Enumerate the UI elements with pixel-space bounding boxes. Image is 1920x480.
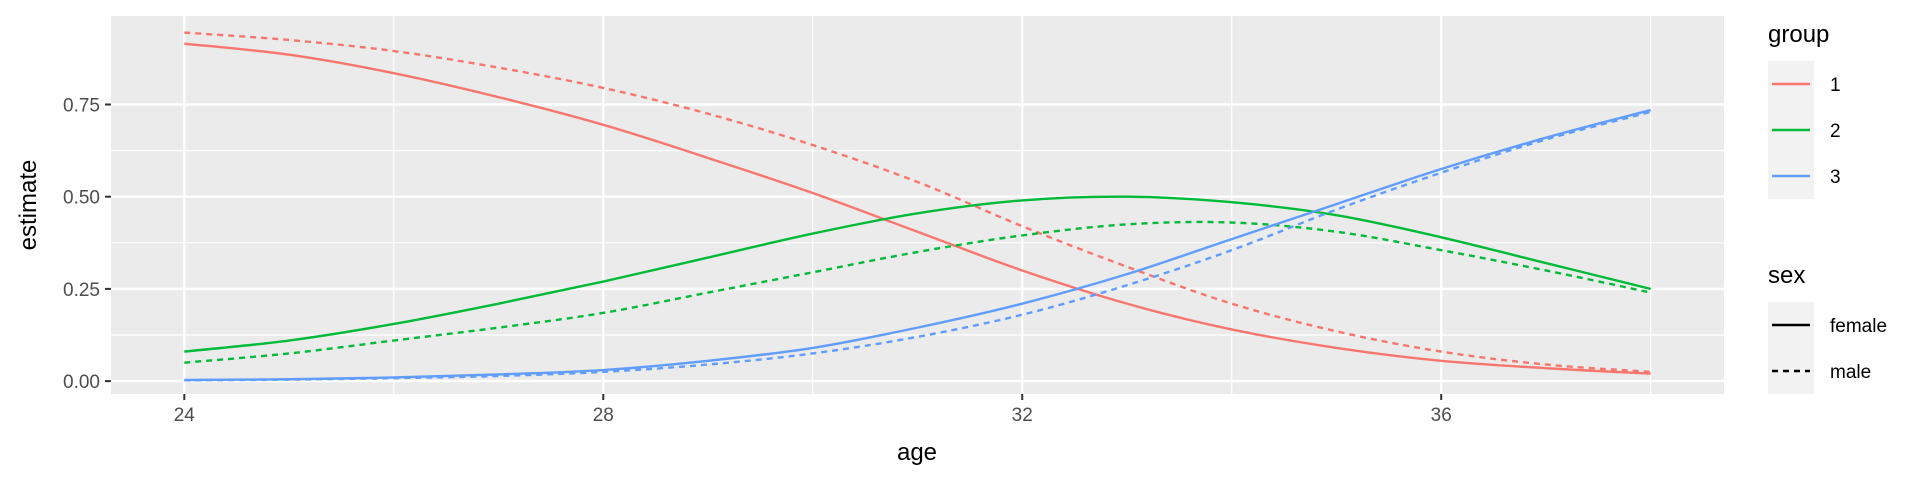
y-tick-label: 0.75 bbox=[63, 96, 100, 117]
legend-label-sex: male bbox=[1830, 362, 1871, 383]
x-tick-label: 36 bbox=[1431, 405, 1452, 426]
x-tick-label: 24 bbox=[174, 405, 196, 426]
series-line-group-3-female bbox=[184, 108, 1651, 382]
legend-group: group 1 2 3 bbox=[1768, 21, 1841, 199]
series-lines bbox=[184, 31, 1651, 382]
y-tick-label: 0.25 bbox=[63, 280, 100, 301]
grid-minor bbox=[111, 16, 1724, 394]
y-axis: 0.00 0.25 0.50 0.75 bbox=[63, 96, 111, 393]
x-axis: 24 28 32 36 bbox=[174, 394, 1452, 426]
legend-label-group: 3 bbox=[1830, 167, 1841, 188]
legend-label-group: 2 bbox=[1830, 121, 1841, 142]
series-line-group-1-female bbox=[184, 42, 1651, 375]
legend-sex-title: sex bbox=[1768, 262, 1805, 289]
x-tick-label: 32 bbox=[1012, 405, 1033, 426]
series-line-group-2-male bbox=[184, 220, 1651, 364]
y-tick-label: 0.00 bbox=[63, 372, 100, 393]
series-line-group-2-female bbox=[184, 195, 1651, 353]
legend-sex: sex female male bbox=[1768, 262, 1887, 394]
plot-panel bbox=[111, 16, 1724, 394]
y-axis-title: estimate bbox=[15, 160, 42, 251]
grid-major bbox=[111, 16, 1724, 394]
legend-group-title: group bbox=[1768, 21, 1829, 48]
legend-label-group: 1 bbox=[1830, 75, 1841, 96]
series-line-group-1-male bbox=[184, 31, 1651, 374]
x-axis-title: age bbox=[897, 439, 937, 466]
y-tick-label: 0.50 bbox=[63, 188, 100, 209]
x-tick-label: 28 bbox=[593, 405, 614, 426]
legend-label-sex: female bbox=[1830, 316, 1887, 337]
